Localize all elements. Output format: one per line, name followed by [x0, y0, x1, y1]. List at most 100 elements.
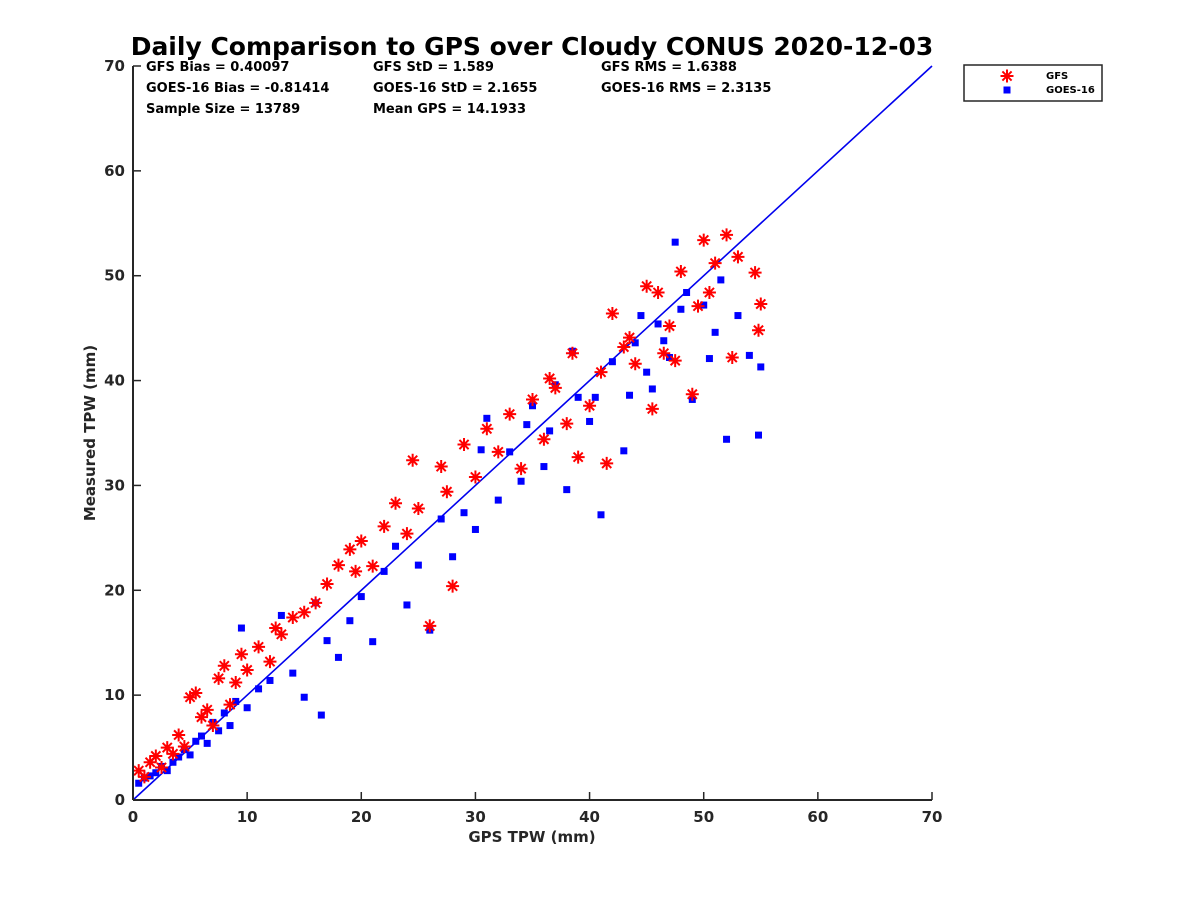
goes-16-point: [471, 525, 479, 533]
goes-16-point: [723, 435, 731, 443]
goes-16-point: [232, 697, 240, 705]
goes-16-point: [660, 337, 668, 345]
gfs-point: [662, 319, 676, 333]
axes: 0 10 20 30 40 50 60 70 0 10 20 30 40 50 60 70: [104, 57, 942, 826]
gfs-point: [349, 564, 363, 578]
gfs-point: [565, 346, 579, 360]
gfs-point: [423, 619, 437, 633]
gfs-point: [354, 534, 368, 548]
goes-16-point: [152, 769, 160, 777]
stat-text: GOES-16 Bias = -0.81414: [146, 81, 329, 96]
gfs-point: [434, 460, 448, 474]
goes-16-point: [717, 276, 725, 284]
y-tick-label: 0: [115, 791, 125, 809]
x-tick-label: 0: [128, 808, 138, 826]
goes-16-point: [266, 676, 274, 684]
goes-16-point: [255, 685, 263, 693]
gfs-point: [754, 297, 768, 311]
reference-line-layer: [132, 65, 933, 801]
gfs-point: [752, 323, 766, 337]
legend: GFS GOES-16: [963, 64, 1103, 102]
goes-16-point: [755, 431, 763, 439]
goes-16-point: [637, 312, 645, 320]
gfs-point: [331, 558, 345, 572]
gfs-point: [200, 703, 214, 717]
gfs-point: [263, 655, 277, 669]
goes-16-point: [203, 739, 211, 747]
goes-16-point: [546, 427, 554, 435]
gfs-point: [628, 357, 642, 371]
gfs-point: [389, 496, 403, 510]
gfs-point: [514, 462, 528, 476]
gfs-point: [309, 596, 323, 610]
goes-16-point: [620, 447, 628, 455]
goes-16-point: [671, 238, 679, 246]
gfs-point: [155, 760, 169, 774]
gfs-point: [446, 579, 460, 593]
x-tick-label: 10: [237, 808, 258, 826]
x-tick-label: 50: [693, 808, 714, 826]
gfs-point: [503, 407, 517, 421]
gfs-point: [571, 450, 585, 464]
x-tick-label: 40: [579, 808, 600, 826]
legend-box: [963, 64, 1103, 102]
gfs-point: [605, 306, 619, 320]
y-tick-label: 60: [104, 162, 125, 180]
goes-16-point: [392, 542, 400, 550]
goes-16-point: [494, 496, 502, 504]
gfs-point: [491, 445, 505, 459]
goes-16-point: [734, 312, 742, 320]
goes-16-point: [745, 351, 753, 359]
goes-16-point: [597, 511, 605, 519]
y-tick-label: 50: [104, 267, 125, 285]
series-gfs: [132, 228, 768, 784]
goes-16-point: [403, 601, 411, 609]
goes-16-point: [357, 593, 365, 601]
goes-16-point: [317, 711, 325, 719]
goes-16-point: [215, 727, 223, 735]
chart-title: Daily Comparison to GPS over Cloudy CONU…: [131, 32, 934, 61]
gfs-point: [697, 233, 711, 247]
gfs-legend-icon: [1000, 69, 1014, 83]
goes-16-point: [449, 553, 457, 561]
statistics-block: GFS Bias = 0.40097 GFS StD = 1.589 GFS RMS…: [146, 60, 771, 117]
gfs-point: [548, 381, 562, 395]
gfs-point: [651, 285, 665, 299]
goes-16-point: [289, 669, 297, 677]
goes-16-point: [460, 509, 468, 517]
gfs-point: [702, 285, 716, 299]
gfs-point: [172, 728, 186, 742]
goes-16-point: [300, 693, 308, 701]
goes-16-point: [643, 368, 651, 376]
gfs-point: [537, 432, 551, 446]
gfs-point: [725, 351, 739, 365]
goes-16-point: [540, 463, 548, 471]
y-tick-label: 10: [104, 686, 125, 704]
y-tick-label: 70: [104, 57, 125, 75]
goes-16-point: [226, 722, 234, 730]
gfs-point: [149, 749, 163, 763]
goes-16-point: [654, 320, 662, 328]
gfs-point: [480, 422, 494, 436]
goes-16-point: [517, 477, 525, 485]
gfs-point: [600, 456, 614, 470]
goes-16-point: [483, 414, 491, 422]
gfs-point: [143, 755, 157, 769]
gfs-point: [320, 577, 334, 591]
goes-16-point: [380, 567, 388, 575]
stat-text: GFS StD = 1.589: [373, 60, 494, 75]
goes-16-point: [169, 758, 177, 766]
gfs-point: [160, 741, 174, 755]
gfs-point: [685, 387, 699, 401]
gfs-point: [206, 719, 220, 733]
gfs-point: [526, 392, 539, 406]
x-tick-label: 20: [351, 808, 372, 826]
goes-16-point: [477, 446, 485, 454]
goes-16-point: [586, 417, 594, 425]
goes-16-point: [192, 737, 200, 745]
gfs-point: [457, 438, 471, 452]
gfs-point: [691, 299, 705, 313]
one-to-one-line: [132, 65, 933, 801]
goes-16-point: [186, 751, 194, 759]
goes-16-point: [237, 624, 245, 632]
